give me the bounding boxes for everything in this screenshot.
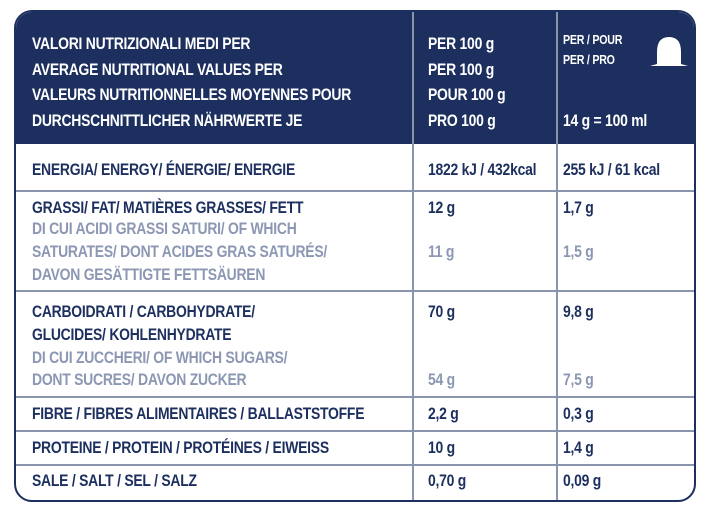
protein-per100: 10 g <box>428 438 455 457</box>
carbs-label: GLUCIDES/ KOHLENHYDRATE <box>32 325 232 344</box>
header-serving-size: 14 g = 100 ml <box>563 111 647 130</box>
header-line: VALEURS NUTRITIONNELLES MOYENNES POUR <box>32 85 352 104</box>
header-line: VALORI NUTRIZIONALI MEDI PER <box>32 34 251 53</box>
sugars-label: DI CUI ZUCCHERI/ OF WHICH SUGARS/ <box>32 348 288 367</box>
energy-serving: 255 kJ / 61 kcal <box>563 160 660 179</box>
column-divider-1 <box>412 12 414 500</box>
header-per100: PER 100 g <box>428 60 494 79</box>
fibre-serving: 0,3 g <box>563 404 594 423</box>
sugars-label: DONT SUCRES/ DAVON ZUCKER <box>32 370 247 389</box>
carbs-label: CARBOIDRATI / CARBOHYDRATE/ <box>32 302 255 321</box>
energy-per100: 1822 kJ / 432kcal <box>428 160 537 179</box>
salt-label: SALE / SALT / SEL / SALZ <box>32 471 197 490</box>
row-divider <box>16 290 694 292</box>
saturates-per100: 11 g <box>428 242 455 261</box>
sugars-per100: 54 g <box>428 370 455 389</box>
header-per100: PRO 100 g <box>428 111 496 130</box>
fat-label: GRASSI/ FAT/ MATIÈRES GRASSES/ FETT <box>32 198 304 217</box>
carbs-per100: 70 g <box>428 302 455 321</box>
saturates-serving: 1,5 g <box>563 242 594 261</box>
salt-per100: 0,70 g <box>428 471 467 490</box>
row-divider <box>16 190 694 192</box>
salt-serving: 0,09 g <box>563 471 602 490</box>
row-divider <box>16 464 694 466</box>
sugars-serving: 7,5 g <box>563 370 594 389</box>
capsule-icon <box>650 37 688 66</box>
fibre-label: FIBRE / FIBRES ALIMENTAIRES / BALLASTSTO… <box>32 404 365 423</box>
row-divider <box>16 430 694 432</box>
column-divider-2 <box>556 12 558 500</box>
header-per100: PER 100 g <box>428 34 494 53</box>
energy-label: ENERGIA/ ENERGY/ ÉNERGIE/ ENERGIE <box>32 160 296 179</box>
header-per100: POUR 100 g <box>428 85 506 104</box>
fat-serving: 1,7 g <box>563 198 594 217</box>
header-line: DURCHSCHNITTLICHER NÄHRWERTE JE <box>32 111 303 130</box>
fibre-per100: 2,2 g <box>428 404 459 423</box>
header-line: AVERAGE NUTRITIONAL VALUES PER <box>32 60 283 79</box>
nutrition-table: VALORI NUTRIZIONALI MEDI PER AVERAGE NUT… <box>14 10 696 502</box>
table-header <box>16 12 694 144</box>
row-divider <box>16 396 694 398</box>
protein-serving: 1,4 g <box>563 438 594 457</box>
header-serving-label: PER / POUR <box>563 32 623 47</box>
header-serving-label: PER / PRO <box>563 52 615 67</box>
saturates-label: DI CUI ACIDI GRASSI SATURI/ OF WHICH <box>32 219 297 238</box>
saturates-label: SATURATES/ DONT ACIDES GRAS SATURÉS/ <box>32 242 328 261</box>
carbs-serving: 9,8 g <box>563 302 594 321</box>
fat-per100: 12 g <box>428 198 455 217</box>
protein-label: PROTEINE / PROTEIN / PROTÉINES / EIWEISS <box>32 438 329 457</box>
saturates-label: DAVON GESÄTTIGTE FETTSÄUREN <box>32 265 266 284</box>
